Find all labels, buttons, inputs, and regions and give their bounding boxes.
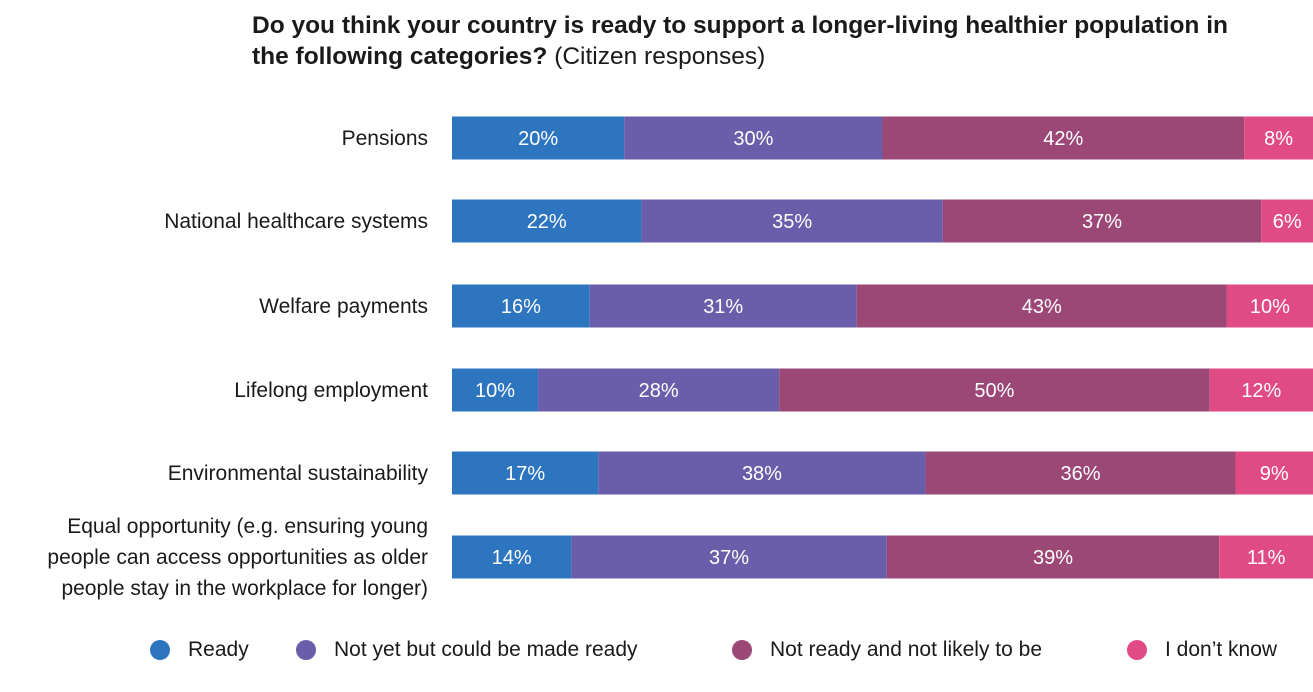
data-label: 38%: [742, 463, 782, 485]
legend-swatch: [296, 640, 316, 660]
chart-title: Do you think your country is ready to su…: [252, 10, 1252, 72]
category-label-line: Environmental sustainability: [168, 462, 429, 485]
stacked-bar-chart: Pensions 20% 30% 42% 8% National healthcare s…: [47, 116, 1313, 600]
legend-swatch: [1127, 640, 1147, 660]
legend-label: Not yet but could be made ready: [334, 638, 638, 661]
legend-label: Ready: [188, 638, 249, 661]
bar-segment: [1261, 199, 1313, 243]
data-label: 16%: [501, 296, 541, 318]
legend-label: I don’t know: [1165, 638, 1278, 661]
data-label: 6%: [1273, 211, 1302, 233]
bar-segment: [452, 535, 572, 579]
bar-segment: [886, 535, 1220, 579]
bar-segment: [452, 451, 599, 495]
bar-segment: [882, 116, 1245, 160]
data-label: 50%: [974, 380, 1014, 402]
legend-item: Not yet but could be made ready: [296, 638, 638, 662]
data-label: 37%: [709, 547, 749, 569]
legend-swatch: [732, 640, 752, 660]
bar-segment: [624, 116, 883, 160]
data-label: 28%: [639, 380, 679, 402]
category-label-line: people can access opportunities as older: [47, 546, 428, 569]
chart-title-subtitle: (Citizen responses): [554, 43, 766, 70]
data-label: 14%: [492, 547, 532, 569]
bar-segment: [856, 284, 1227, 328]
chart-title-main: Do you think your country is ready to su…: [252, 12, 1228, 70]
data-label: 30%: [733, 128, 773, 150]
data-label: 39%: [1033, 547, 1073, 569]
bar-segment: [1226, 284, 1313, 328]
bar-segment: [1219, 535, 1313, 579]
bar-segment: [1235, 451, 1313, 495]
bar-segment: [571, 535, 887, 579]
data-label: 12%: [1241, 380, 1281, 402]
data-label: 22%: [527, 211, 567, 233]
legend-item: I don’t know: [1127, 638, 1277, 662]
bar-segment: [779, 368, 1210, 412]
bar-segment: [452, 284, 590, 328]
category-label: Equal opportunity (e.g. ensuring young pe…: [47, 515, 428, 600]
data-label: 10%: [475, 380, 515, 402]
data-label: 42%: [1043, 128, 1083, 150]
data-label: 37%: [1082, 211, 1122, 233]
category-label: Pensions: [342, 127, 428, 150]
data-label: 36%: [1061, 463, 1101, 485]
category-label-line: Pensions: [342, 127, 428, 150]
legend-label: Not ready and not likely to be: [770, 638, 1042, 661]
category-label-line: Lifelong employment: [234, 379, 428, 402]
bar-segment: [452, 116, 625, 160]
data-label: 43%: [1022, 296, 1062, 318]
category-label-line: National healthcare systems: [164, 210, 428, 233]
data-label: 10%: [1250, 296, 1290, 318]
category-label: National healthcare systems: [164, 210, 428, 233]
category-label-line: Equal opportunity (e.g. ensuring young: [67, 515, 428, 538]
data-label: 31%: [703, 296, 743, 318]
legend: Ready Not yet but could be made ready Not …: [0, 638, 1313, 672]
data-label: 11%: [1247, 547, 1286, 569]
bar-segment: [589, 284, 857, 328]
bar-segment: [925, 451, 1236, 495]
bar-segment: [538, 368, 780, 412]
category-label-line: people stay in the workplace for longer): [61, 577, 428, 600]
data-label: 20%: [518, 128, 558, 150]
category-label: Lifelong employment: [234, 379, 428, 402]
data-label: 9%: [1260, 463, 1289, 485]
bar-segment: [452, 199, 642, 243]
legend-item: Not ready and not likely to be: [732, 638, 1042, 662]
data-label: 8%: [1264, 128, 1293, 150]
bar-segment: [942, 199, 1262, 243]
category-label: Environmental sustainability: [168, 462, 429, 485]
bar-segment: [1244, 116, 1313, 160]
legend-item: Ready: [150, 638, 249, 662]
data-label: 17%: [505, 463, 545, 485]
data-label: 35%: [772, 211, 812, 233]
category-label: Welfare payments: [259, 295, 428, 318]
bar-segment: [452, 368, 539, 412]
bar-segment: [641, 199, 943, 243]
bar-segment: [598, 451, 926, 495]
legend-swatch: [150, 640, 170, 660]
bar-segment: [1209, 368, 1313, 412]
category-label-line: Welfare payments: [259, 295, 428, 318]
